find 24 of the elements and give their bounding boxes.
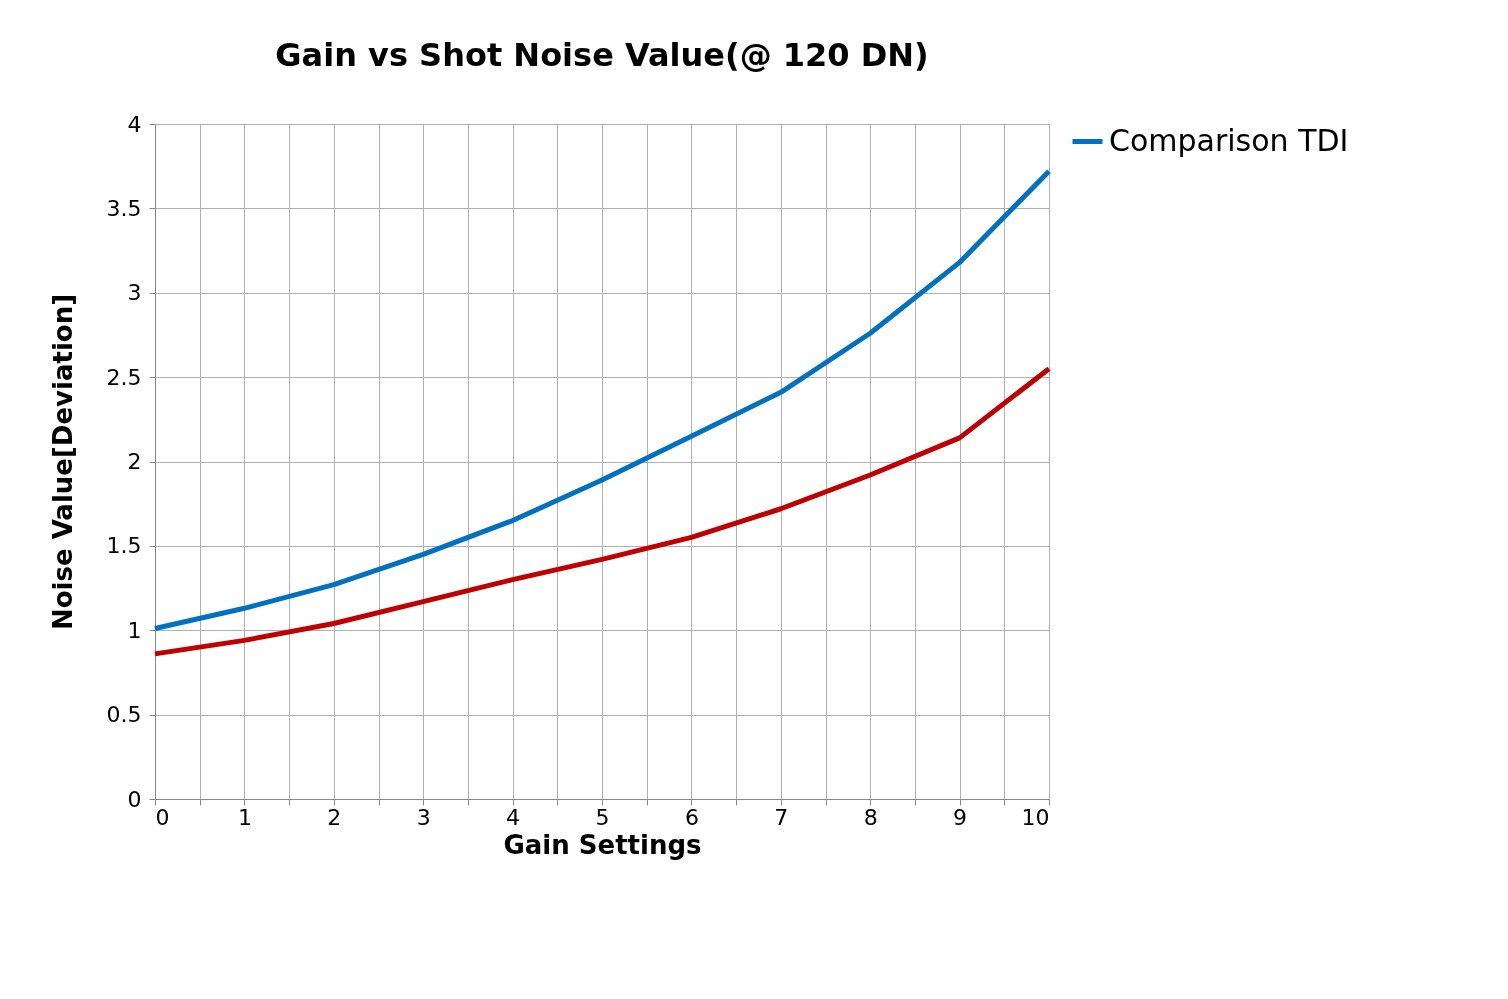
y-tick-label: 2 bbox=[127, 449, 142, 474]
chart-title: Gain vs Shot Noise Value(@ 120 DN) bbox=[275, 36, 929, 74]
x-tick-label: 8 bbox=[863, 804, 878, 830]
y-tick-label: 1.5 bbox=[106, 533, 142, 559]
y-tick-label: 1 bbox=[127, 617, 142, 643]
y-tick-label: 3.5 bbox=[106, 195, 142, 221]
x-tick-label: 0 bbox=[155, 804, 170, 830]
x-axis-title: Gain Settings bbox=[503, 829, 702, 860]
x-tick-label: 5 bbox=[595, 804, 610, 830]
y-tick-label: 0 bbox=[127, 786, 142, 812]
x-tick-label: 7 bbox=[774, 804, 789, 830]
x-tick-label: 9 bbox=[953, 804, 968, 830]
y-tick-label: 0.5 bbox=[106, 702, 142, 728]
y-tick-label: 3 bbox=[127, 280, 142, 306]
y-tick-label: 4 bbox=[127, 111, 142, 137]
x-tick-label: 2 bbox=[327, 804, 342, 830]
legend-label: Comparison TDI bbox=[1109, 122, 1349, 158]
y-tick-label: 2.5 bbox=[106, 364, 142, 390]
x-tick-label: 10 bbox=[1021, 804, 1050, 830]
x-tick-label: 1 bbox=[237, 804, 252, 830]
x-tick-label: 3 bbox=[416, 804, 431, 830]
x-tick-label: 6 bbox=[684, 804, 699, 830]
x-tick-label: 4 bbox=[506, 804, 521, 830]
y-axis-title: Noise Value[Deviation] bbox=[47, 293, 78, 631]
